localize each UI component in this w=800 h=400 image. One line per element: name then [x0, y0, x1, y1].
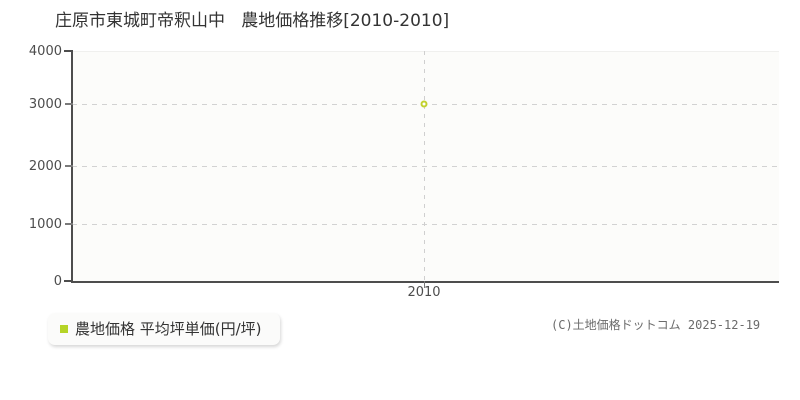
y-tick-label-2000: 2000: [28, 159, 62, 174]
gridline-x-2010: [424, 51, 425, 281]
y-tick-label-1000: 1000: [28, 217, 62, 232]
y-tick-4000: [64, 50, 73, 52]
gridline-y-2000: [72, 166, 779, 167]
legend-swatch-icon: [60, 325, 68, 333]
y-tick-label-4000: 4000: [28, 44, 62, 59]
y-tick-label-0: 0: [53, 274, 62, 289]
y-tick-1000: [65, 223, 73, 225]
y-tick-0: [64, 280, 73, 282]
page-title: 庄原市東城町帝釈山中 農地価格推移[2010-2010]: [55, 9, 449, 33]
y-tick-label-3000: 3000: [28, 97, 62, 112]
legend-item-label: 農地価格 平均坪単価(円/坪): [75, 319, 262, 338]
x-axis-line: [71, 281, 779, 283]
data-point-2010[interactable]: [420, 100, 428, 108]
y-tick-3000: [65, 103, 73, 105]
x-tick-label-2010: 2010: [407, 285, 441, 300]
legend[interactable]: 農地価格 平均坪単価(円/坪): [48, 313, 280, 345]
plot-top-border: [72, 51, 779, 52]
copyright-text: (C)土地価格ドットコム 2025-12-19: [551, 318, 761, 332]
chart-title-location: 庄原市東城町帝釈山中: [55, 11, 225, 31]
x-tick-2010: [424, 281, 425, 288]
chart-title-metric: 農地価格推移[2010-2010]: [241, 11, 450, 31]
gridline-y-1000: [72, 224, 779, 225]
y-tick-2000: [65, 165, 73, 167]
